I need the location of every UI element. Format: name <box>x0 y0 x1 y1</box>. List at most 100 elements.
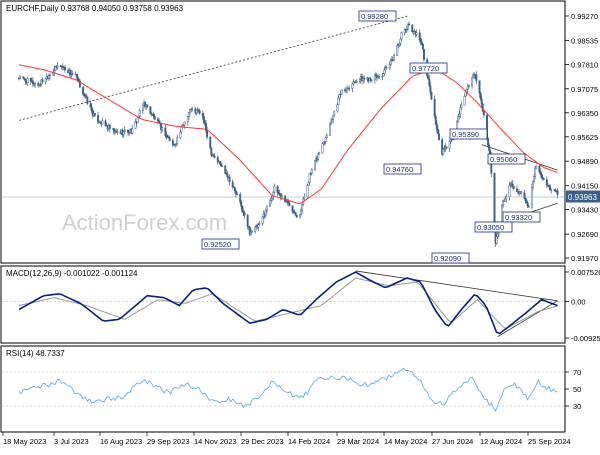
x-tick-label: 14 May 2024 <box>384 437 427 446</box>
candle-body <box>69 69 72 75</box>
candle-body <box>478 80 481 94</box>
candle-body <box>545 179 548 186</box>
candle-body <box>338 94 341 99</box>
candle-body <box>388 63 391 68</box>
candle-body <box>247 225 250 228</box>
candle-body <box>553 189 556 191</box>
candle-body <box>86 96 89 104</box>
candle-body <box>488 144 491 151</box>
candle-body <box>83 93 86 96</box>
candle-body <box>123 129 126 132</box>
x-tick-label: 14 Feb 2024 <box>288 437 330 446</box>
candle-body <box>435 123 438 130</box>
candle-body <box>306 185 309 198</box>
candle-body <box>246 214 249 227</box>
candle-body <box>449 138 452 142</box>
macd-line <box>18 271 558 335</box>
candle-body <box>186 116 189 123</box>
candle-body <box>310 169 313 174</box>
candle-body <box>448 141 451 149</box>
candle-body <box>146 104 149 107</box>
candle-body <box>89 103 92 108</box>
candle-body <box>393 55 396 61</box>
candle-body <box>324 137 327 142</box>
candle-body <box>287 200 290 204</box>
macd-trendline <box>355 270 558 302</box>
candle-body <box>532 181 534 188</box>
candle-body <box>134 121 137 129</box>
candle-body <box>277 192 280 194</box>
price-tick-label: 0.96350 <box>571 109 598 118</box>
candle-body <box>232 186 235 188</box>
macd-series: 0.007526 0.00 -0.009252 <box>2 268 600 343</box>
candle-body <box>210 147 213 156</box>
moving-average-line <box>18 64 558 204</box>
candle-body <box>183 121 186 126</box>
rsi-panel-frame <box>0 345 566 433</box>
candle-body <box>205 123 207 131</box>
candle-body <box>49 74 51 76</box>
candle-body <box>378 75 381 78</box>
candle-body <box>240 201 243 207</box>
price-tick-label: 0.92690 <box>571 230 598 239</box>
x-axis: 18 May 2023 3 Jul 2023 16 Aug 2023 29 Sep 2… <box>2 432 571 446</box>
price-annotation-label: 0.92520 <box>204 240 231 249</box>
candle-body <box>250 231 253 233</box>
price-trendline <box>18 15 410 121</box>
candle-body <box>509 184 512 186</box>
price-tick-label: 0.98535 <box>571 36 598 45</box>
candle-body <box>220 163 222 167</box>
rsi-tick-label: 30 <box>573 402 581 411</box>
candle-body <box>212 154 215 157</box>
candle-body <box>257 224 260 228</box>
price-annotation-box <box>201 238 240 250</box>
candle-body <box>307 182 310 186</box>
candle-body <box>295 215 298 218</box>
price-annotation-box <box>431 252 470 264</box>
candle-body <box>314 160 316 170</box>
candle-body <box>248 227 251 235</box>
candle-body <box>512 186 515 190</box>
price-tick-label: 0.93430 <box>571 206 598 215</box>
price-axis-ticks: 0.99270 0.98535 0.97810 0.97075 0.96350 0.956… <box>565 12 598 263</box>
candle-body <box>76 76 79 80</box>
candle-body <box>427 75 430 80</box>
candle-body <box>113 128 116 133</box>
x-tick-label: 16 Aug 2023 <box>100 437 142 446</box>
candle-body <box>489 150 492 155</box>
candle-body <box>525 200 528 204</box>
x-tick-label: 3 Jul 2023 <box>54 437 89 446</box>
candle-body <box>82 86 85 95</box>
candle-body <box>19 76 22 80</box>
candle-body <box>182 124 185 126</box>
price-annotation-label: 0.94760 <box>386 165 413 174</box>
candle-body <box>434 115 437 125</box>
candle-body <box>397 44 400 46</box>
candle-body <box>176 137 179 144</box>
candle-body <box>291 205 294 212</box>
candle-body <box>77 79 80 82</box>
price-annotation-box <box>449 128 488 140</box>
price-annotation-label: 0.93050 <box>477 223 504 232</box>
candle-body <box>472 74 475 78</box>
candle-body <box>101 120 104 125</box>
candle-body <box>254 226 257 232</box>
candle-body <box>294 212 297 216</box>
candle-body <box>415 32 418 35</box>
candle-body <box>467 85 470 87</box>
candle-body <box>407 23 409 30</box>
candle-body <box>278 193 281 196</box>
candle-body <box>179 131 182 138</box>
candle-body <box>482 111 485 116</box>
candle-body <box>333 110 336 116</box>
price-annotation-label: 0.95390 <box>452 130 479 139</box>
candle-body <box>487 137 490 146</box>
candle-body <box>228 176 231 183</box>
candle-body <box>318 152 321 155</box>
price-annotation-box <box>383 163 422 175</box>
candle-body <box>505 196 508 200</box>
candle-body <box>502 200 505 206</box>
price-tick-label: 0.97075 <box>571 85 598 94</box>
candle-body <box>231 181 234 188</box>
